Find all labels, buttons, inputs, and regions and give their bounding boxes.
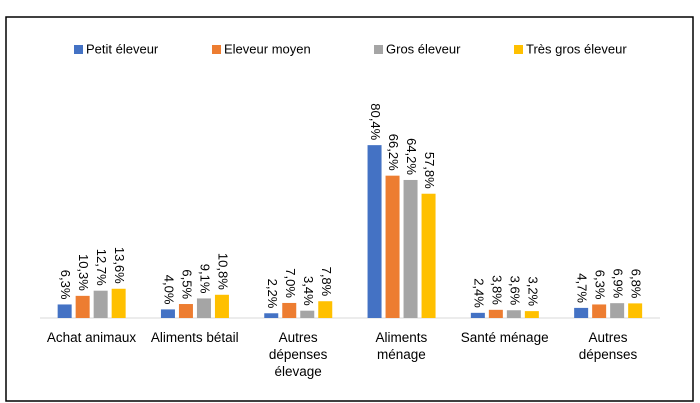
value-label: 4,0%: [162, 275, 177, 305]
value-label: 13,6%: [112, 247, 127, 284]
legend-label: Gros éleveur: [386, 41, 461, 56]
bar: [300, 310, 315, 318]
bar: [488, 309, 503, 318]
bar: [196, 298, 211, 318]
bar: [610, 303, 625, 318]
legend-swatch: [374, 45, 383, 54]
value-label: 3,8%: [489, 275, 504, 305]
value-label: 12,7%: [94, 249, 109, 286]
bar: [385, 175, 400, 318]
value-label: 6,8%: [629, 269, 644, 299]
bar: [506, 310, 521, 318]
value-label: 3,2%: [525, 276, 540, 306]
legend-swatch: [74, 45, 83, 54]
value-label: 3,6%: [507, 276, 522, 306]
x-tick-label: Aliments bétail: [150, 330, 239, 345]
value-label: 80,4%: [368, 103, 383, 140]
value-label: 9,1%: [198, 264, 213, 294]
value-label: 6,3%: [593, 270, 608, 300]
legend-swatch: [514, 45, 523, 54]
bar: [93, 290, 108, 318]
value-label: 6,3%: [58, 270, 73, 300]
value-label: 4,7%: [575, 273, 590, 303]
value-label: 7,8%: [319, 267, 334, 297]
legend-label: Eleveur moyen: [224, 41, 311, 56]
x-tick-label: Aliments ménage: [375, 330, 428, 362]
value-label: 64,2%: [404, 138, 419, 175]
x-tick-label: Autres dépenses élevage: [268, 330, 328, 379]
value-label: 3,4%: [301, 276, 316, 306]
bar: [282, 302, 297, 318]
bar: [318, 301, 333, 318]
value-label: 66,2%: [386, 134, 401, 171]
x-tick-label: Autres dépenses: [578, 330, 638, 362]
value-label: 6,9%: [611, 269, 626, 299]
bar: [470, 312, 485, 318]
bar: [592, 304, 607, 318]
legend-label: Petit éleveur: [86, 41, 159, 56]
bar: [160, 309, 175, 318]
chart-frame: [5, 16, 694, 402]
legend-swatch: [212, 45, 221, 54]
bar: [628, 303, 643, 318]
bar: [214, 294, 229, 318]
x-tick-label: Achat animaux: [46, 330, 137, 345]
bar: [574, 307, 589, 318]
bar: [421, 193, 436, 318]
bar: [75, 295, 90, 318]
legend-label: Très gros éleveur: [526, 41, 627, 56]
value-label: 2,4%: [471, 278, 486, 308]
bar: [264, 313, 279, 318]
value-label: 6,5%: [180, 269, 195, 299]
bar: [111, 288, 126, 318]
bar: [524, 311, 539, 318]
bar: [367, 145, 382, 318]
value-label: 7,0%: [283, 268, 298, 298]
bar: [57, 304, 72, 318]
bar: [403, 179, 418, 318]
value-label: 2,2%: [265, 279, 280, 309]
bar: [178, 304, 193, 318]
value-label: 10,8%: [216, 253, 231, 290]
value-label: 10,3%: [76, 254, 91, 291]
x-tick-label: Santé ménage: [460, 330, 549, 345]
value-label: 57,8%: [422, 152, 437, 189]
